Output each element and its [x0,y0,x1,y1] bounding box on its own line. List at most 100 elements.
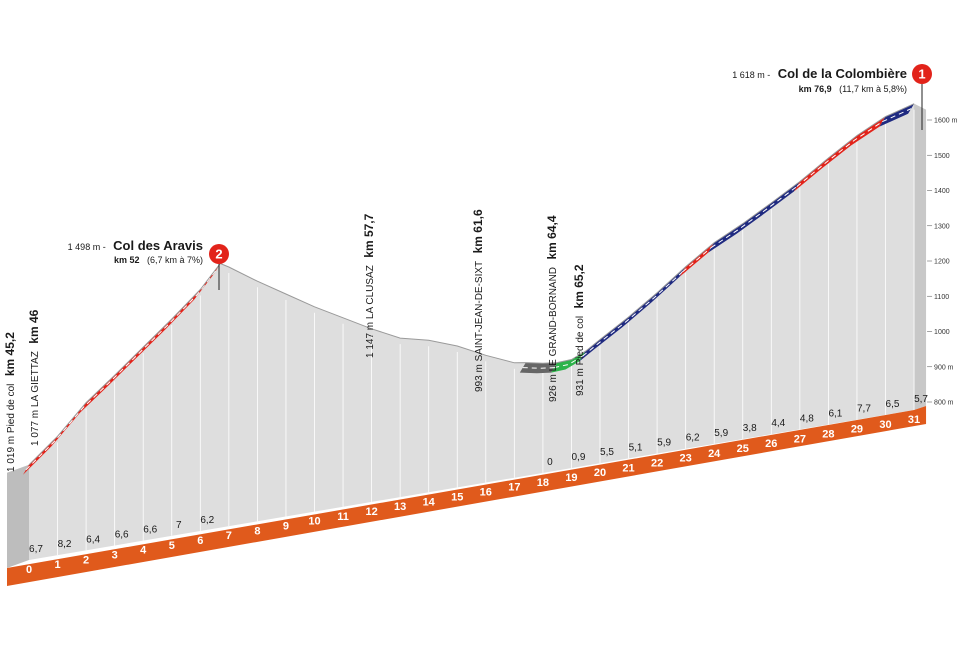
pass-1-number: 1 [918,67,925,82]
km-tick-label: 7 [226,530,232,542]
pass-1-climb: (11,7 km à 5,8%) [839,84,907,94]
gradient-label: 7 [176,520,182,531]
annotation-layer: 1 1 618 m - Col de la Colombière km 76,9… [1,64,932,472]
profile-edge [28,103,915,466]
gradient-label: 5,1 [629,442,643,453]
segment-centerline [681,247,712,273]
km-tick-label: 19 [565,472,577,484]
location-0-text: 1 019 m Pied de col [6,384,17,472]
km-tick-label: 0 [26,564,32,576]
alt-tick-label: 1100 [934,294,949,301]
alt-tick-label: 1000 [934,329,950,336]
pass-1-marker [912,64,932,84]
gradient-label: 6,6 [143,525,157,536]
gradient-label: 5,7 [914,394,928,405]
pass-2-climb: (6,7 km à 7%) [147,255,203,265]
terrain-right-wall [914,103,927,410]
location-label-5: 931 m Pied de col km 65,2 [570,264,587,396]
climb-segment [519,362,558,374]
km-tick-label: 12 [365,506,377,518]
location-3-km: km 61,6 [471,209,485,253]
location-label-0: 1 019 m Pied de col km 45,2 [1,332,18,472]
km-tick-label: 3 [112,549,118,561]
km-tick-label: 13 [394,501,406,513]
terrain-area [29,103,915,560]
gradient-label: 6,4 [86,534,100,545]
pass-2-title: 1 498 m - Col des Aravis [68,237,203,254]
km-tick-label: 17 [508,482,520,494]
location-4-km: km 64,4 [545,215,559,259]
terrain-left-wall [7,464,29,568]
km-tick-label: 10 [308,516,320,528]
location-4-text: 926 m LE GRAND-BORNAND [548,267,559,402]
location-2-text: 1 147 m LA CLUSAZ [365,265,376,358]
alt-tick-label: 900 m [934,364,954,371]
km-tick-label: 23 [680,453,692,465]
km-tick-label: 22 [651,458,663,470]
gradient-label: 6,2 [200,515,214,526]
segment-centerline [25,268,218,471]
pass-1-detail: km 76,9 (11,7 km à 5,8%) [799,79,907,96]
gradient-label: 5,9 [714,428,728,439]
gradient-label: 5,9 [657,438,671,449]
alt-tick-label: 1300 [934,223,950,230]
segment-centerline [554,355,583,369]
location-label-1: 1 077 m LA GIETTAZ km 46 [25,309,42,446]
km-base-band-layer: 0 1 2 3 4 5 6 7 8 9 10 11 12 13 14 15 16 17 18 19 20 21 22 23 24… [7,394,928,586]
pass-2-detail: km 52 (6,7 km à 7%) [114,250,203,267]
segment-centerline [710,186,798,249]
location-2-km: km 57,7 [362,213,376,257]
climb-segment [23,263,221,475]
gradient-label: 0 [547,457,553,468]
pass-2-km: km 52 [114,255,140,265]
location-3-text: 993 m SAINT-JEAN-DE-SIXT [474,261,485,392]
km-tick-label: 4 [140,545,147,557]
gradient-label: 6,5 [886,399,900,410]
alt-tick-label: 800 m [934,400,954,407]
pass-marker-2: 2 1 498 m - Col des Aravis km 52 (6,7 km… [68,237,229,290]
km-tick-label: 26 [765,438,777,450]
location-1-text: 1 077 m LA GIETTAZ [30,351,41,446]
gradient-label: 7,7 [857,404,871,415]
altitude-grid-layer: 800 m 900 m 1000 1100 1200 1300 1400 1500 1600 m [57,109,958,556]
km-tick-label: 8 [254,525,260,537]
gradient-label: 3,8 [743,423,757,434]
pass-2-name: Col des Aravis [113,238,203,253]
alt-tick-label: 1600 m [934,118,958,125]
terrain-fill-layer [7,103,927,568]
km-tick-label: 25 [737,443,749,455]
climb-segment [879,103,915,127]
pass-1-title: 1 618 m - Col de la Colombière [732,65,907,82]
gradient-label: 0,9 [571,452,585,463]
gradient-label: 4,4 [771,418,785,429]
segment-centerline [882,108,912,123]
gradient-label: 5,5 [600,447,614,458]
km-tick-label: 6 [197,535,203,547]
km-tick-label: 31 [908,414,920,426]
km-tick-label: 29 [851,424,863,436]
pass-1-name: Col de la Colombière [778,66,907,81]
alt-tick-label: 1500 [934,153,950,160]
km-tick-label: 9 [283,520,289,532]
pass-2-marker [209,244,229,264]
gradient-label: 8,2 [58,539,72,550]
km-tick-label: 16 [480,487,492,499]
km-tick-label: 27 [794,433,806,445]
km-tick-label: 24 [708,448,721,460]
gradient-label: 6,6 [115,529,129,540]
pass-1-altitude: 1 618 m - [732,70,770,80]
gradient-label: 4,8 [800,413,814,424]
km-tick-label: 20 [594,467,606,479]
location-0-km: km 45,2 [3,332,17,376]
location-label-2: 1 147 m LA CLUSAZ km 57,7 [360,213,377,358]
km-tick-label: 18 [537,477,549,489]
segment-centerline [796,121,883,187]
alt-tick-label: 1200 [934,259,950,266]
pass-1-km: km 76,9 [799,84,832,94]
location-1-km: km 46 [27,309,41,343]
km-tick-label: 21 [622,462,634,474]
km-tick-label: 28 [822,429,834,441]
climb-ribbon-layer [23,103,915,475]
segment-centerline [522,367,555,369]
